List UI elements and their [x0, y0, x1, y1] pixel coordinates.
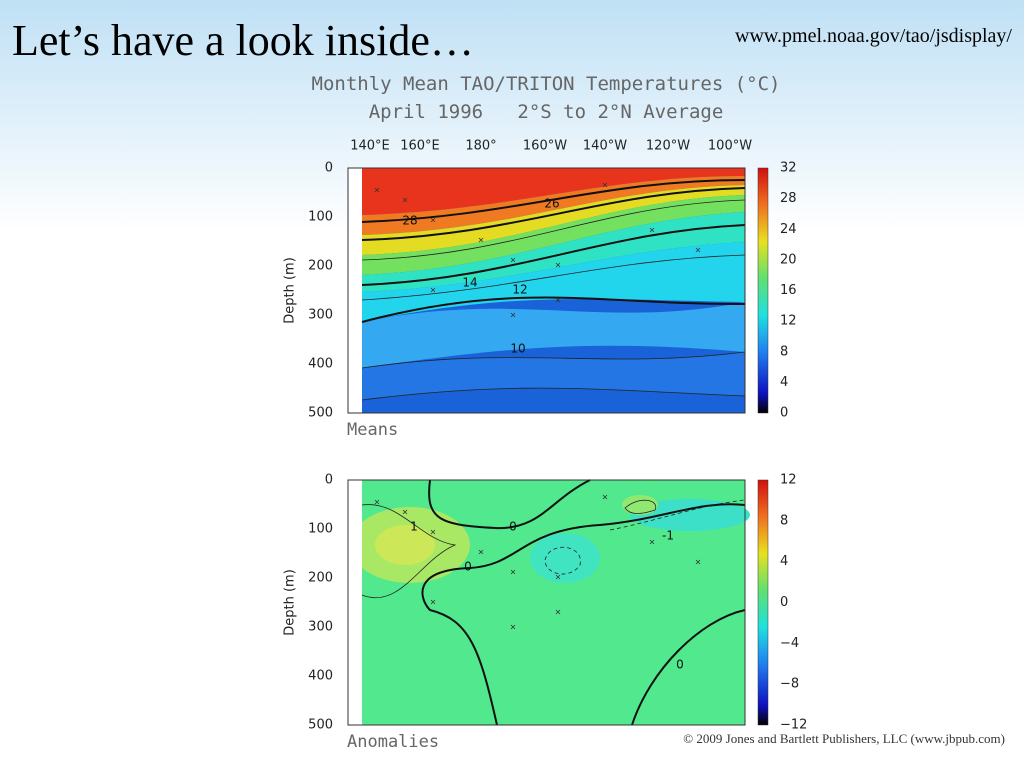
- contour-label: 0: [464, 560, 472, 574]
- colorbar-tick-label: 28: [780, 191, 797, 206]
- panel-label: Anomalies: [347, 732, 439, 752]
- longitude-label: 160°W: [523, 139, 567, 154]
- mooring-marker: [430, 529, 436, 535]
- depth-tick-label: 400: [308, 357, 333, 372]
- colorbar-tick-label: 4: [780, 375, 788, 390]
- colorbar-tick-label: 0: [780, 595, 788, 610]
- depth-tick-label: 0: [325, 473, 333, 488]
- colorbar-tick-label: 32: [780, 161, 797, 176]
- colorbar-tick-label: 20: [780, 252, 797, 267]
- colorbar-tick-label: 8: [780, 344, 788, 359]
- contour-label: 14: [462, 276, 477, 290]
- mooring-marker: [510, 624, 516, 630]
- mooring-marker: [649, 539, 655, 545]
- contour-label: 1: [410, 520, 418, 534]
- colorbar-tick-label: −4: [780, 636, 799, 651]
- colorbar-tick-label: 12: [780, 473, 797, 488]
- means-field: [347, 167, 746, 414]
- mooring-marker: [374, 499, 380, 505]
- colorbar-tick-label: 24: [780, 222, 797, 237]
- mooring-marker: [602, 494, 608, 500]
- longitude-label: 180°: [465, 139, 496, 154]
- depth-tick-label: 300: [308, 308, 333, 323]
- axis-label: Depth (m): [283, 569, 298, 636]
- mooring-marker: [602, 182, 608, 188]
- depth-tick-label: 100: [308, 210, 333, 225]
- longitude-label: 140°W: [583, 139, 627, 154]
- depth-tick-label: 200: [308, 571, 333, 586]
- mooring-marker: [695, 559, 701, 565]
- colorbar-tick-label: −12: [780, 718, 807, 733]
- depth-tick-label: 0: [325, 161, 333, 176]
- contour-label: -1: [662, 529, 674, 543]
- longitude-label: 160°E: [400, 139, 440, 154]
- mooring-marker: [430, 287, 436, 293]
- mooring-marker: [430, 599, 436, 605]
- colorbar-tick-label: −8: [780, 677, 799, 692]
- mooring-marker: [555, 297, 561, 303]
- colorbar-tick-label: 0: [780, 406, 788, 421]
- mooring-marker: [478, 549, 484, 555]
- figure-title: Monthly Mean TAO/TRITON Temperatures (°C…: [312, 73, 781, 95]
- anomalies-field: [347, 479, 750, 726]
- mooring-marker: [430, 217, 436, 223]
- slide-title: Let’s have a look inside…: [12, 16, 474, 65]
- colorbar: [757, 167, 769, 414]
- mooring-marker: [510, 569, 516, 575]
- depth-tick-label: 400: [308, 669, 333, 684]
- mooring-marker: [555, 262, 561, 268]
- depth-tick-label: 500: [308, 406, 333, 421]
- depth-tick-label: 200: [308, 259, 333, 274]
- depth-tick-label: 100: [308, 522, 333, 537]
- longitude-label: 140°E: [350, 139, 390, 154]
- colorbar-tick-label: 8: [780, 513, 788, 528]
- longitude-label: 100°W: [708, 139, 752, 154]
- mooring-marker: [695, 247, 701, 253]
- mooring-marker: [510, 257, 516, 263]
- mooring-marker: [478, 237, 484, 243]
- panel-label: Means: [347, 420, 398, 440]
- mooring-marker: [374, 187, 380, 193]
- depth-tick-label: 500: [308, 718, 333, 733]
- contour-label: 0: [676, 658, 684, 672]
- colorbar-tick-label: 4: [780, 554, 788, 569]
- figure-subtitle: April 1996 2°S to 2°N Average: [369, 101, 724, 123]
- credit: © 2009 Jones and Bartlett Publishers, LL…: [683, 731, 1005, 746]
- mooring-marker: [510, 312, 516, 318]
- contour-label: 12: [512, 283, 527, 297]
- longitude-label: 120°W: [646, 139, 690, 154]
- mooring-marker: [555, 609, 561, 615]
- colorbar: [757, 479, 769, 726]
- mooring-marker: [649, 227, 655, 233]
- colorbar-tick-label: 12: [780, 314, 797, 329]
- source-url: www.pmel.noaa.gov/tao/jsdisplay/: [735, 25, 1012, 47]
- contour-label: 10: [510, 342, 525, 356]
- contour-label: 26: [544, 197, 559, 211]
- mooring-marker: [555, 574, 561, 580]
- colorbar-tick-label: 16: [780, 283, 797, 298]
- axis-label: Depth (m): [283, 257, 298, 324]
- mooring-marker: [402, 197, 408, 203]
- depth-tick-label: 300: [308, 620, 333, 635]
- mooring-marker: [402, 509, 408, 515]
- contour-label: 28: [402, 214, 417, 228]
- contour-label: 0: [509, 520, 517, 534]
